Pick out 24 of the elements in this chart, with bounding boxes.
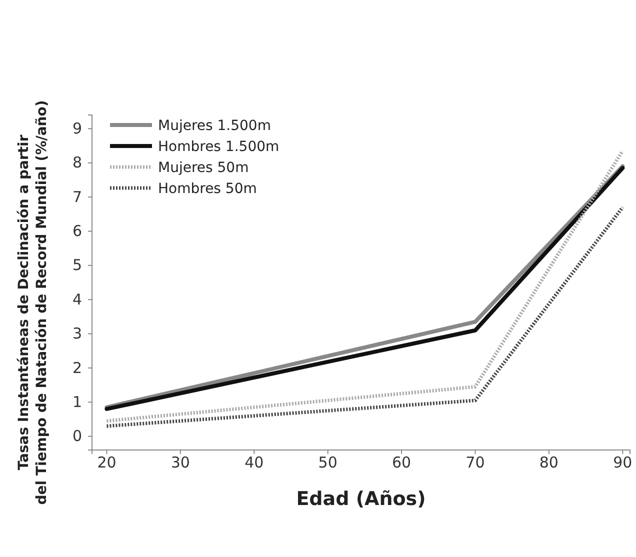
legend-label: Hombres 1.500m: [158, 139, 280, 155]
y-tick-label: 3: [72, 324, 82, 343]
x-tick-label: 40: [244, 454, 264, 472]
x-tick-label: 20: [97, 454, 116, 472]
x-axis-title: Edad (Años): [296, 488, 426, 510]
y-tick-label: 8: [72, 154, 82, 172]
y-tick-label: 2: [72, 358, 82, 377]
y-tick-label: 9: [72, 119, 82, 138]
x-tick-label: 50: [318, 454, 338, 472]
y-tick-label: 4: [72, 290, 82, 308]
legend-label: Mujeres 1.500m: [158, 118, 271, 134]
legend-label: Mujeres 50m: [158, 160, 249, 176]
y-tick-label: 7: [72, 188, 82, 206]
x-tick-label: 90: [613, 454, 632, 472]
x-tick-label: 30: [170, 454, 190, 472]
x-tick-label: 60: [392, 454, 412, 472]
x-tick-label: 80: [539, 454, 558, 472]
x-tick-label: 70: [466, 454, 485, 472]
y-tick-label: 5: [72, 256, 82, 274]
y-tick-label: 0: [72, 427, 82, 446]
y-axis-title: Tasas Instantáneas de Declinación a partir del Tiempo de Natación de Record Mundial (%/año): [16, 100, 50, 505]
y-tick-label: 6: [72, 222, 82, 240]
y-tick-label: 1: [72, 392, 82, 411]
legend-label: Hombres 50m: [158, 181, 257, 197]
